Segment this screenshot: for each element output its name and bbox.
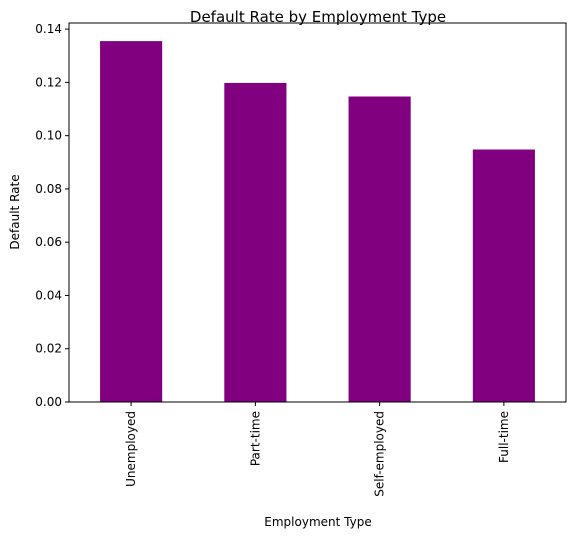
y-tick-label: 0.14 (35, 22, 62, 36)
y-tick-label: 0.10 (35, 129, 62, 143)
y-tick-label: 0.02 (35, 342, 62, 356)
y-tick-label: 0.06 (35, 235, 62, 249)
chart-title: Default Rate by Employment Type (190, 8, 446, 26)
plot-frame (68, 22, 567, 403)
y-tick-label: 0.04 (35, 288, 62, 302)
x-tick-label: Part-time (248, 411, 262, 466)
y-tick-label: 0.00 (35, 395, 62, 409)
bar-full-time (472, 149, 535, 402)
plot-area: Unemployed Part-time Self-employed Full-tim… (35, 22, 535, 497)
y-tick-label: 0.08 (35, 182, 62, 196)
x-axis-label: Employment Type (264, 515, 371, 529)
y-tick-label: 0.12 (35, 75, 62, 89)
x-tick-label: Full-time (497, 411, 511, 463)
x-tick-label: Unemployed (124, 411, 138, 487)
bar-part-time (224, 82, 287, 402)
bar-self-employed (348, 96, 411, 402)
x-tick-label: Self-employed (373, 411, 387, 497)
bar-unemployed (100, 41, 163, 403)
y-axis-label: Default Rate (8, 174, 22, 249)
